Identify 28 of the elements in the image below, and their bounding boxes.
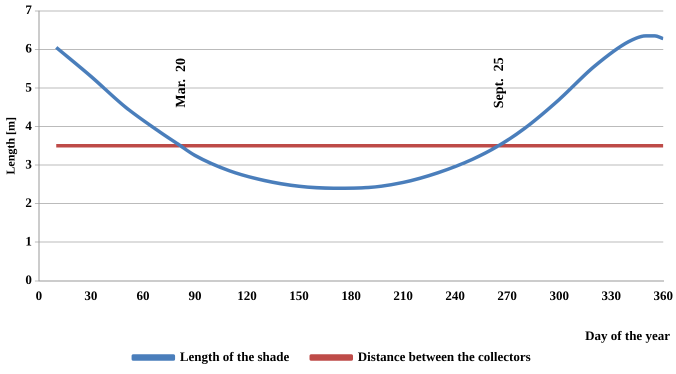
y-axis-title: Length [m] <box>3 116 18 175</box>
x-tick-label: 150 <box>289 288 309 303</box>
y-tick-label: 2 <box>25 195 32 210</box>
annotation: Mar. 20 <box>174 58 190 108</box>
annotation: Sept. 25 <box>492 57 508 108</box>
x-tick-label: 330 <box>601 288 621 303</box>
x-tick-label: 180 <box>341 288 361 303</box>
y-tick-label: 0 <box>25 272 32 288</box>
y-tick-label: 5 <box>25 79 32 94</box>
legend-label: Distance between the collectors <box>358 348 531 364</box>
y-tick-label: 7 <box>25 2 32 18</box>
line-series <box>54 34 664 190</box>
x-tick-label: 30 <box>84 288 98 303</box>
y-tick-label: 3 <box>25 156 32 172</box>
x-tick-label: 360 <box>654 288 673 303</box>
y-tick-label: 4 <box>25 118 32 133</box>
x-axis-title: Day of the year <box>584 328 670 344</box>
x-tick-label: 60 <box>136 288 150 303</box>
x-tick-label: 210 <box>393 288 413 303</box>
y-tick-label: 1 <box>25 234 32 249</box>
x-tick-label: 0 <box>36 288 42 303</box>
x-tick-label: 300 <box>549 288 569 303</box>
x-tick-label: 240 <box>445 288 465 303</box>
x-tick-label: 120 <box>237 288 257 303</box>
x-tick-label: 270 <box>497 288 517 303</box>
legend-label: Length of the shade <box>180 348 290 364</box>
y-tick-label: 6 <box>25 40 32 56</box>
x-tick-label: 90 <box>188 288 202 303</box>
